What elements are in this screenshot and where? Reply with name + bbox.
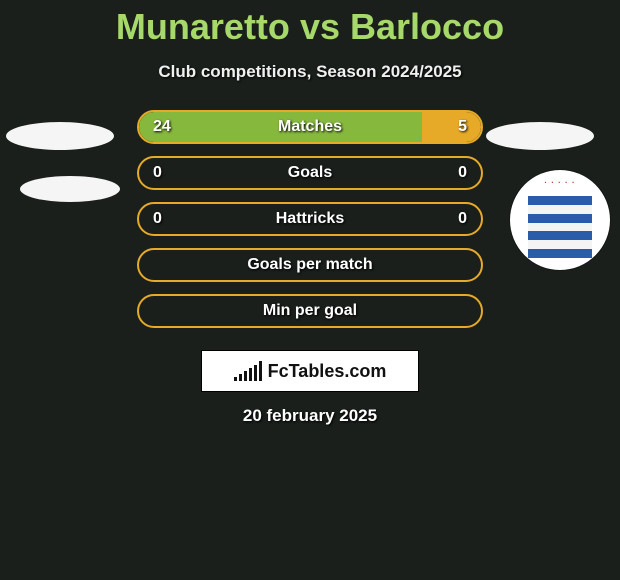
stat-row: 245Matches (137, 110, 483, 144)
stat-label: Min per goal (139, 302, 481, 320)
stat-label: Goals (139, 164, 481, 182)
stat-row: Min per goal (137, 294, 483, 328)
fctables-bars-icon (234, 361, 262, 381)
player2-photo-placeholder (486, 122, 594, 150)
date-line: 20 february 2025 (0, 406, 620, 426)
stat-label: Hattricks (139, 210, 481, 228)
fctables-watermark[interactable]: FcTables.com (201, 350, 419, 392)
vs-text: vs (300, 6, 340, 47)
player1-name: Munaretto (116, 6, 290, 47)
stat-row: 00Hattricks (137, 202, 483, 236)
stat-label: Goals per match (139, 256, 481, 274)
badge-text: · · · · · (544, 178, 575, 192)
page-title: Munaretto vs Barlocco (0, 6, 620, 48)
player1-club-placeholder (20, 176, 120, 202)
badge-stripes-icon (528, 196, 592, 258)
player2-name: Barlocco (350, 6, 504, 47)
stat-row: Goals per match (137, 248, 483, 282)
stat-row: 00Goals (137, 156, 483, 190)
player2-club-badge: · · · · · (510, 170, 610, 270)
subtitle: Club competitions, Season 2024/2025 (0, 62, 620, 82)
fctables-label: FcTables.com (268, 361, 387, 382)
player1-photo-placeholder (6, 122, 114, 150)
comparison-widget: Munaretto vs Barlocco Club competitions,… (0, 0, 620, 426)
stat-label: Matches (139, 118, 481, 136)
